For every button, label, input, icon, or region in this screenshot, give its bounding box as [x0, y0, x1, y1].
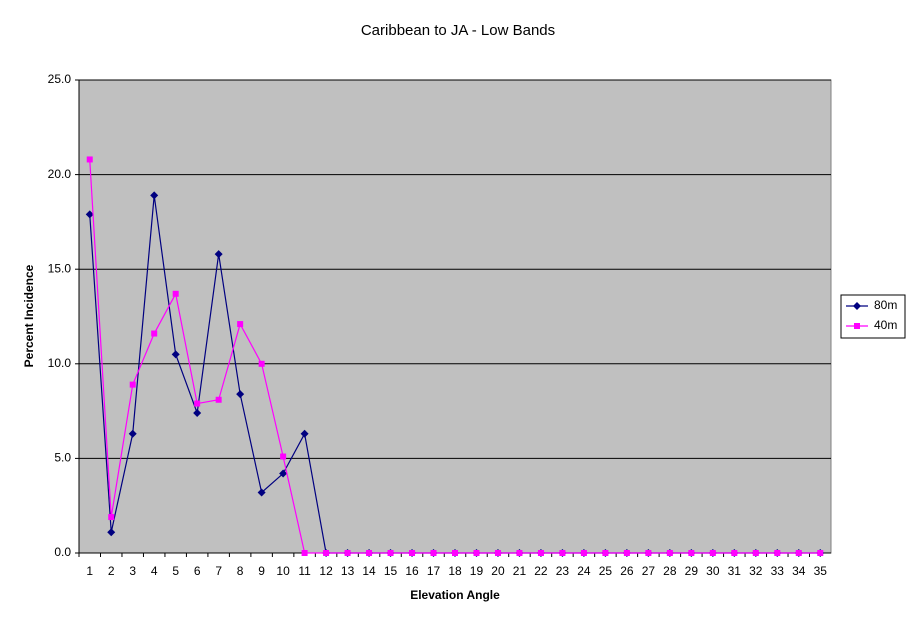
- x-tick-label: 15: [384, 564, 398, 578]
- x-tick-label: 17: [427, 564, 441, 578]
- x-tick-label: 9: [258, 564, 265, 578]
- point: [709, 550, 716, 556]
- x-tick-label: 13: [341, 564, 355, 578]
- x-tick-label: 34: [792, 564, 806, 578]
- x-tick-label: 14: [362, 564, 376, 578]
- point: [752, 550, 759, 556]
- point: [257, 488, 266, 497]
- y-tick-label: 10.0: [48, 356, 72, 370]
- x-tick-label: 20: [491, 564, 505, 578]
- x-tick-label: 25: [599, 564, 613, 578]
- point: [731, 550, 738, 556]
- x-tick-label: 11: [298, 564, 311, 578]
- y-tick-label: 5.0: [54, 451, 71, 465]
- y-tick-label: 20.0: [48, 167, 72, 181]
- x-tick-label: 2: [108, 564, 115, 578]
- point: [537, 550, 544, 556]
- legend-label: 40m: [874, 318, 897, 332]
- legend-box: [840, 294, 906, 339]
- y-tick-label: 0.0: [54, 545, 71, 559]
- x-tick-label: 7: [215, 564, 222, 578]
- point: [366, 550, 373, 556]
- x-axis-title: Elevation Angle: [410, 588, 500, 602]
- point: [645, 550, 652, 556]
- x-tick-label: 22: [534, 564, 548, 578]
- point: [430, 550, 437, 556]
- y-axis-title: Percent Incidence: [22, 264, 36, 367]
- point: [301, 550, 308, 556]
- point: [151, 330, 158, 337]
- legend-marker: [854, 323, 860, 329]
- point: [258, 360, 265, 367]
- x-tick-label: 18: [448, 564, 462, 578]
- x-tick-label: 6: [194, 564, 201, 578]
- y-tick-label: 15.0: [48, 261, 72, 275]
- point: [580, 550, 587, 556]
- x-tick-label: 23: [556, 564, 570, 578]
- point: [387, 550, 394, 556]
- point: [817, 550, 824, 556]
- point: [516, 550, 523, 556]
- x-tick-label: 28: [663, 564, 677, 578]
- point: [623, 550, 630, 556]
- point: [85, 210, 94, 219]
- point: [108, 514, 115, 521]
- x-tick-label: 21: [513, 564, 527, 578]
- point: [236, 390, 245, 399]
- x-tick-label: 24: [577, 564, 591, 578]
- x-tick-label: 30: [706, 564, 720, 578]
- point: [344, 550, 351, 556]
- point: [300, 429, 309, 438]
- point: [559, 550, 566, 556]
- point: [86, 156, 93, 163]
- point: [172, 290, 179, 297]
- x-tick-label: 3: [129, 564, 136, 578]
- legend-label: 80m: [874, 298, 897, 312]
- y-tick-label: 25.0: [48, 72, 72, 86]
- point: [688, 550, 695, 556]
- x-tick-label: 29: [685, 564, 699, 578]
- x-tick-label: 4: [151, 564, 158, 578]
- legend-marker: [853, 302, 861, 310]
- point: [774, 550, 781, 556]
- point: [150, 191, 159, 200]
- point: [193, 408, 202, 417]
- x-tick-label: 35: [814, 564, 828, 578]
- x-tick-label: 1: [86, 564, 93, 578]
- point: [215, 396, 222, 403]
- point: [171, 350, 180, 359]
- point: [214, 250, 223, 259]
- x-tick-label: 19: [470, 564, 484, 578]
- x-tick-label: 8: [237, 564, 244, 578]
- x-tick-label: 27: [642, 564, 656, 578]
- x-tick-label: 26: [620, 564, 634, 578]
- x-tick-label: 32: [749, 564, 763, 578]
- x-tick-label: 31: [728, 564, 742, 578]
- x-tick-label: 5: [172, 564, 179, 578]
- point: [666, 550, 673, 556]
- point: [452, 550, 458, 556]
- point: [128, 429, 137, 438]
- point: [237, 321, 244, 328]
- point: [602, 550, 609, 556]
- point: [280, 453, 287, 460]
- point: [279, 469, 288, 478]
- point: [194, 400, 201, 407]
- point: [795, 550, 802, 556]
- point: [107, 528, 116, 537]
- x-tick-label: 12: [319, 564, 333, 578]
- chart-title: Caribbean to JA - Low Bands: [361, 22, 555, 39]
- x-tick-label: 10: [276, 564, 290, 578]
- point: [323, 550, 330, 556]
- point: [494, 550, 501, 556]
- x-tick-label: 33: [771, 564, 785, 578]
- plot-area: [78, 79, 832, 554]
- point: [409, 550, 416, 556]
- x-tick-label: 16: [405, 564, 419, 578]
- point: [129, 381, 136, 388]
- point: [473, 550, 480, 556]
